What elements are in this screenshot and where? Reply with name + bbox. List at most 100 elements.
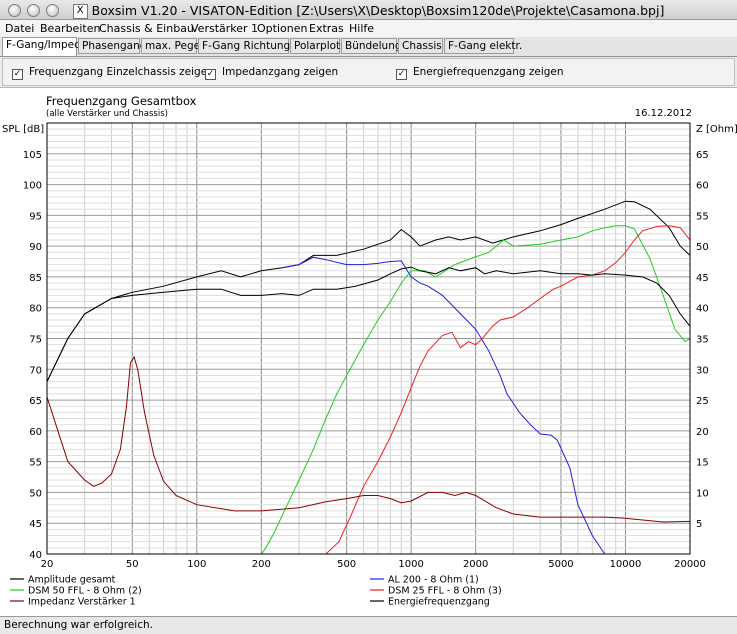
menu-datei[interactable]: Datei xyxy=(5,22,35,35)
x-tick-label: 10000 xyxy=(610,559,642,570)
y-tick-label: 40 xyxy=(29,550,42,561)
series-line-2 xyxy=(282,256,606,554)
checkbox-energiefrequenzgang[interactable]: ✓ Energiefrequenzgang zeigen xyxy=(396,66,564,80)
y2-tick-label: 20 xyxy=(696,427,709,438)
series-line-6 xyxy=(47,266,690,382)
y2-tick-label: 10 xyxy=(696,488,709,499)
window-controls xyxy=(8,4,59,17)
menu-optionen[interactable]: Optionen xyxy=(257,22,308,35)
checkmark-icon: ✓ xyxy=(396,69,407,80)
checkbox-impedanzgang[interactable]: ✓ Impedanzgang zeigen xyxy=(205,66,338,80)
x11-app-icon: X xyxy=(72,4,88,19)
y-tick-label: 70 xyxy=(29,365,42,376)
y2-tick-label: 50 xyxy=(696,242,709,253)
status-bar: Berechnung war erfolgreich. xyxy=(0,616,737,634)
y2-tick-label: 15 xyxy=(696,458,709,469)
zoom-window-button[interactable] xyxy=(46,4,59,17)
x-tick-label: 100 xyxy=(187,559,206,570)
chart-panel: Frequenzgang Gesamtbox (alle Verstärker … xyxy=(0,87,737,617)
tab-max-pegel[interactable]: max. Pegel xyxy=(141,38,203,54)
y2-axis-label: Z [Ohm] xyxy=(696,124,737,135)
y-tick-label: 85 xyxy=(29,273,42,284)
x-tick-label: 500 xyxy=(337,559,356,570)
checkmark-icon: ✓ xyxy=(12,69,23,80)
x-tick-label: 20000 xyxy=(674,559,706,570)
x-tick-label: 20 xyxy=(41,559,54,570)
y2-tick-label: 55 xyxy=(696,211,709,222)
close-window-button[interactable] xyxy=(8,4,21,17)
menu-bar: Datei Bearbeiten Chassis & Einbau Verstä… xyxy=(0,20,737,37)
y2-tick-label: 45 xyxy=(696,273,709,284)
legend-entry: Energiefrequenzgang xyxy=(388,597,490,608)
y2-axis: 5 10 15 20 25 30 35 40 45 50 55 60 65 xyxy=(696,150,709,530)
y-tick-label: 95 xyxy=(29,211,42,222)
y-axis: 40 45 50 55 60 65 70 75 80 85 90 95 100 105 xyxy=(23,150,42,561)
legend-entry: Amplitude gesamt xyxy=(28,575,116,586)
tab-fgang-richtungen[interactable]: F-Gang Richtungen xyxy=(198,38,303,54)
checkbox-label: Energiefrequenzgang zeigen xyxy=(413,66,564,78)
y-tick-label: 105 xyxy=(23,150,42,161)
x-axis: 20 50 100 200 500 1000 2000 5000 10000 20000 xyxy=(41,559,706,570)
x-tick-label: 50 xyxy=(126,559,139,570)
menu-hilfe[interactable]: Hilfe xyxy=(349,22,375,35)
y-tick-label: 75 xyxy=(29,335,42,346)
plot-frame xyxy=(46,122,691,555)
x-tick-label: 5000 xyxy=(548,559,573,570)
series-group xyxy=(47,200,690,554)
legend-entry: AL 200 - 8 Ohm (1) xyxy=(388,575,479,586)
frequency-response-chart: Frequenzgang Gesamtbox (alle Verstärker … xyxy=(2,94,737,608)
tab-buendelung[interactable]: Bündelung xyxy=(341,38,402,54)
legend-entry: DSM 25 FFL - 8 Ohm (3) xyxy=(388,586,502,597)
y2-tick-label: 65 xyxy=(696,150,709,161)
y-tick-label: 60 xyxy=(29,427,42,438)
menu-bearbeiten[interactable]: Bearbeiten xyxy=(40,22,101,35)
y2-tick-label: 25 xyxy=(696,396,709,407)
legend-entry: Impedanz Verstärker 1 xyxy=(28,597,136,608)
y2-tick-label: 30 xyxy=(696,365,709,376)
status-text: Berechnung war erfolgreich. xyxy=(4,619,153,631)
y-tick-label: 50 xyxy=(29,488,42,499)
y-tick-label: 55 xyxy=(29,458,42,469)
tab-chassis[interactable]: Chassis xyxy=(398,38,443,54)
legend-entry: DSM 50 FFL - 8 Ohm (2) xyxy=(28,586,142,597)
series-line-3 xyxy=(47,225,690,554)
y-tick-label: 100 xyxy=(23,181,42,192)
checkbox-einzelchassis[interactable]: ✓ Frequenzgang Einzelchassis zeigen xyxy=(12,66,214,80)
series-line-5 xyxy=(47,355,690,523)
x-tick-label: 200 xyxy=(252,559,271,570)
y-axis-label: SPL [dB] xyxy=(2,124,44,135)
chart-title: Frequenzgang Gesamtbox xyxy=(46,94,197,108)
y2-tick-label: 60 xyxy=(696,181,709,192)
y2-tick-label: 35 xyxy=(696,335,709,346)
chart-subtitle: (alle Verstärker und Chassis) xyxy=(46,109,168,119)
window-title: X Boxsim V1.20 - VISATON-Edition [Z:\User… xyxy=(0,3,737,19)
minimize-window-button[interactable] xyxy=(27,4,40,17)
chart-date: 16.12.2012 xyxy=(635,108,692,119)
tab-phasengang[interactable]: Phasengang xyxy=(78,38,146,54)
menu-chassis-einbau[interactable]: Chassis & Einbau xyxy=(99,22,194,35)
options-bar: ✓ Frequenzgang Einzelchassis zeigen ✓ Impe… xyxy=(2,58,735,86)
tab-polarplots[interactable]: Polarplots xyxy=(290,38,346,54)
legend: Amplitude gesamt AL 200 - 8 Ohm (1) DSM 50… xyxy=(10,575,502,608)
checkmark-icon: ✓ xyxy=(205,69,216,80)
menu-extras[interactable]: Extras xyxy=(309,22,344,35)
y-tick-label: 65 xyxy=(29,396,42,407)
y2-tick-label: 40 xyxy=(696,304,709,315)
checkbox-label: Frequenzgang Einzelchassis zeigen xyxy=(29,66,214,78)
x-tick-label: 1000 xyxy=(398,559,423,570)
grid xyxy=(46,122,691,555)
tab-fgang-elektr[interactable]: F-Gang elektr. xyxy=(444,38,522,54)
tab-bar: F-Gang/Imped. Phasengang max. Pegel F-Ga… xyxy=(0,37,737,57)
y-tick-label: 80 xyxy=(29,304,42,315)
y2-tick-label: 5 xyxy=(696,519,702,530)
x-tick-label: 2000 xyxy=(463,559,488,570)
y-tick-label: 45 xyxy=(29,519,42,530)
window-title-text: Boxsim V1.20 - VISATON-Edition [Z:\Users… xyxy=(91,3,665,18)
series-line-4 xyxy=(325,225,690,554)
tab-fgang-imped[interactable]: F-Gang/Imped. xyxy=(2,37,84,56)
checkbox-label: Impedanzgang zeigen xyxy=(222,66,339,78)
y-tick-label: 90 xyxy=(29,242,42,253)
menu-verstaerker[interactable]: Verstärker 1 xyxy=(191,22,259,35)
title-bar: X Boxsim V1.20 - VISATON-Edition [Z:\User… xyxy=(0,0,737,20)
series-line-1 xyxy=(47,200,690,382)
